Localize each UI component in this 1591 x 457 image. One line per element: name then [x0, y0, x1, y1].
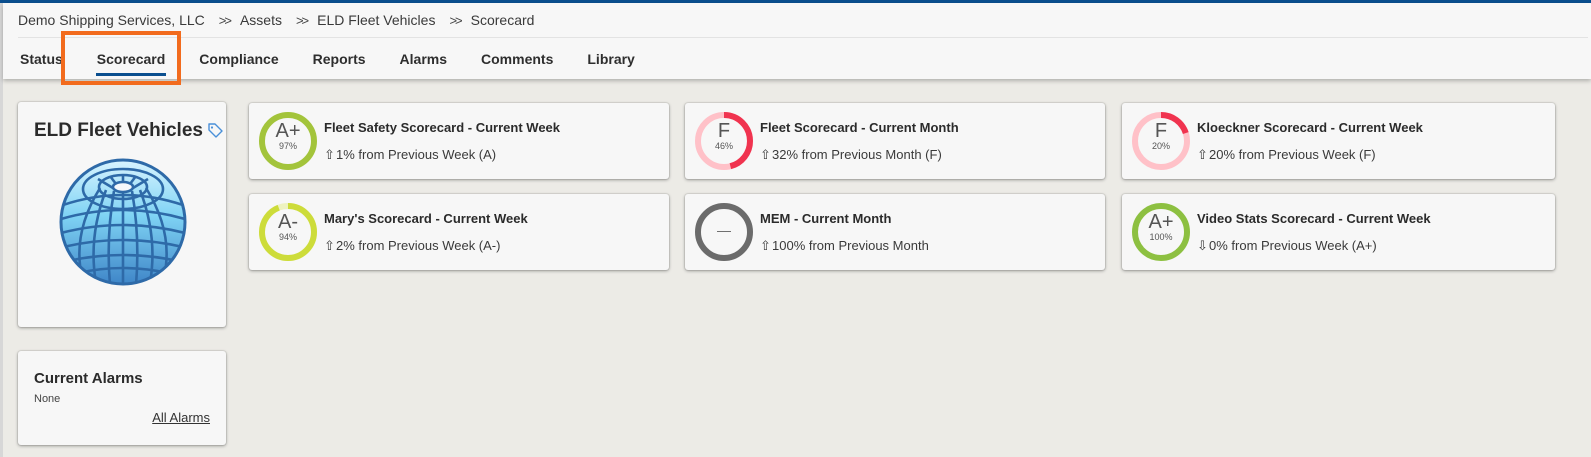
scorecard-title: Video Stats Scorecard - Current Week [1197, 211, 1431, 226]
scorecard-card[interactable]: — MEM - Current Month ⇧100% from Previou… [685, 194, 1105, 270]
left-edge [0, 3, 3, 457]
tab-scorecard[interactable]: Scorecard [80, 39, 182, 79]
scorecard-title: Mary's Scorecard - Current Week [324, 211, 528, 226]
score-ring: F 46% [694, 111, 754, 171]
arrow-up-icon: ⇧ [760, 147, 771, 162]
score-ring-icon [259, 112, 317, 170]
score-ring-icon [1132, 203, 1190, 261]
score-grade: — [717, 222, 731, 238]
scorecard-change: ⇧1% from Previous Week (A) [324, 147, 497, 162]
score-grade: A+ [1148, 211, 1174, 233]
score-grade: F [1154, 120, 1168, 142]
tag-icon[interactable] [206, 122, 224, 140]
globe-icon [59, 158, 187, 286]
score-ring: — [694, 202, 754, 262]
arrow-up-icon: ⇧ [1197, 147, 1208, 162]
scorecard-change: ⇧2% from Previous Week (A-) [324, 238, 501, 253]
breadcrumb-separator-icon: >> [449, 12, 462, 28]
scorecard-card[interactable]: F 46% Fleet Scorecard - Current Month ⇧3… [685, 103, 1105, 179]
tab-status[interactable]: Status [20, 51, 63, 67]
scorecard-card[interactable]: A- 94% Mary's Scorecard - Current Week ⇧… [249, 194, 669, 270]
asset-card: ELD Fleet Vehicles [18, 102, 226, 327]
scorecard-card[interactable]: F 20% Kloeckner Scorecard - Current Week… [1122, 103, 1555, 179]
breadcrumb-item-scorecard: Scorecard [470, 12, 535, 28]
all-alarms-link[interactable]: All Alarms [152, 410, 210, 425]
arrow-down-icon: ⇩ [1197, 238, 1208, 253]
scorecard-card[interactable]: A+ 100% Video Stats Scorecard - Current … [1122, 194, 1555, 270]
asset-title: ELD Fleet Vehicles [34, 120, 203, 141]
score-percent: 94% [278, 232, 297, 242]
scorecard-card[interactable]: A+ 97% Fleet Safety Scorecard - Current … [249, 103, 669, 179]
breadcrumb-item-company[interactable]: Demo Shipping Services, LLC [18, 12, 205, 28]
scorecard-change: ⇧20% from Previous Week (F) [1197, 147, 1376, 162]
score-ring: F 20% [1131, 111, 1191, 171]
alarms-title: Current Alarms [34, 370, 143, 387]
score-grade: F [717, 120, 731, 142]
score-percent: 100% [1149, 232, 1173, 242]
scorecard-change: ⇧32% from Previous Month (F) [760, 147, 942, 162]
score-percent: 97% [278, 141, 297, 151]
score-ring-icon [695, 112, 753, 170]
tab-library[interactable]: Library [587, 51, 635, 67]
score-grade: A+ [275, 120, 301, 142]
tab-bar: Status Scorecard Compliance Reports Alar… [3, 39, 652, 79]
score-ring-icon [1132, 112, 1190, 170]
arrow-up-icon: ⇧ [760, 238, 771, 253]
score-percent: 20% [1151, 141, 1170, 151]
score-percent: 46% [714, 141, 733, 151]
score-ring-icon [259, 203, 317, 261]
tab-compliance[interactable]: Compliance [199, 51, 279, 67]
tab-alarms[interactable]: Alarms [399, 51, 448, 67]
tab-reports[interactable]: Reports [312, 51, 366, 67]
breadcrumb-item-eld-fleet-vehicles[interactable]: ELD Fleet Vehicles [317, 12, 436, 28]
score-ring: A+ 97% [258, 111, 318, 171]
tab-comments[interactable]: Comments [481, 51, 554, 67]
score-grade: A- [278, 211, 298, 233]
current-alarms-card: Current Alarms None All Alarms [18, 351, 226, 445]
score-ring: A- 94% [258, 202, 318, 262]
scorecard-title: Fleet Safety Scorecard - Current Week [324, 120, 561, 135]
scorecard-title: Kloeckner Scorecard - Current Week [1197, 120, 1423, 135]
breadcrumb-separator-icon: >> [218, 12, 232, 28]
scorecard-change: ⇧100% from Previous Month [760, 238, 929, 253]
page-header: Demo Shipping Services, LLC >> Assets >>… [3, 3, 1591, 79]
score-ring-icon [695, 203, 753, 261]
breadcrumb: Demo Shipping Services, LLC >> Assets >>… [18, 3, 1588, 38]
scorecard-title: Fleet Scorecard - Current Month [760, 120, 959, 135]
breadcrumb-separator-icon: >> [295, 12, 309, 28]
alarms-status: None [34, 393, 61, 405]
score-ring: A+ 100% [1131, 202, 1191, 262]
scorecard-change: ⇩0% from Previous Week (A+) [1197, 238, 1377, 253]
arrow-up-icon: ⇧ [324, 238, 335, 253]
arrow-up-icon: ⇧ [324, 147, 335, 162]
top-accent-bar [0, 0, 1591, 3]
breadcrumb-item-assets[interactable]: Assets [239, 12, 282, 28]
scorecard-title: MEM - Current Month [760, 211, 892, 226]
